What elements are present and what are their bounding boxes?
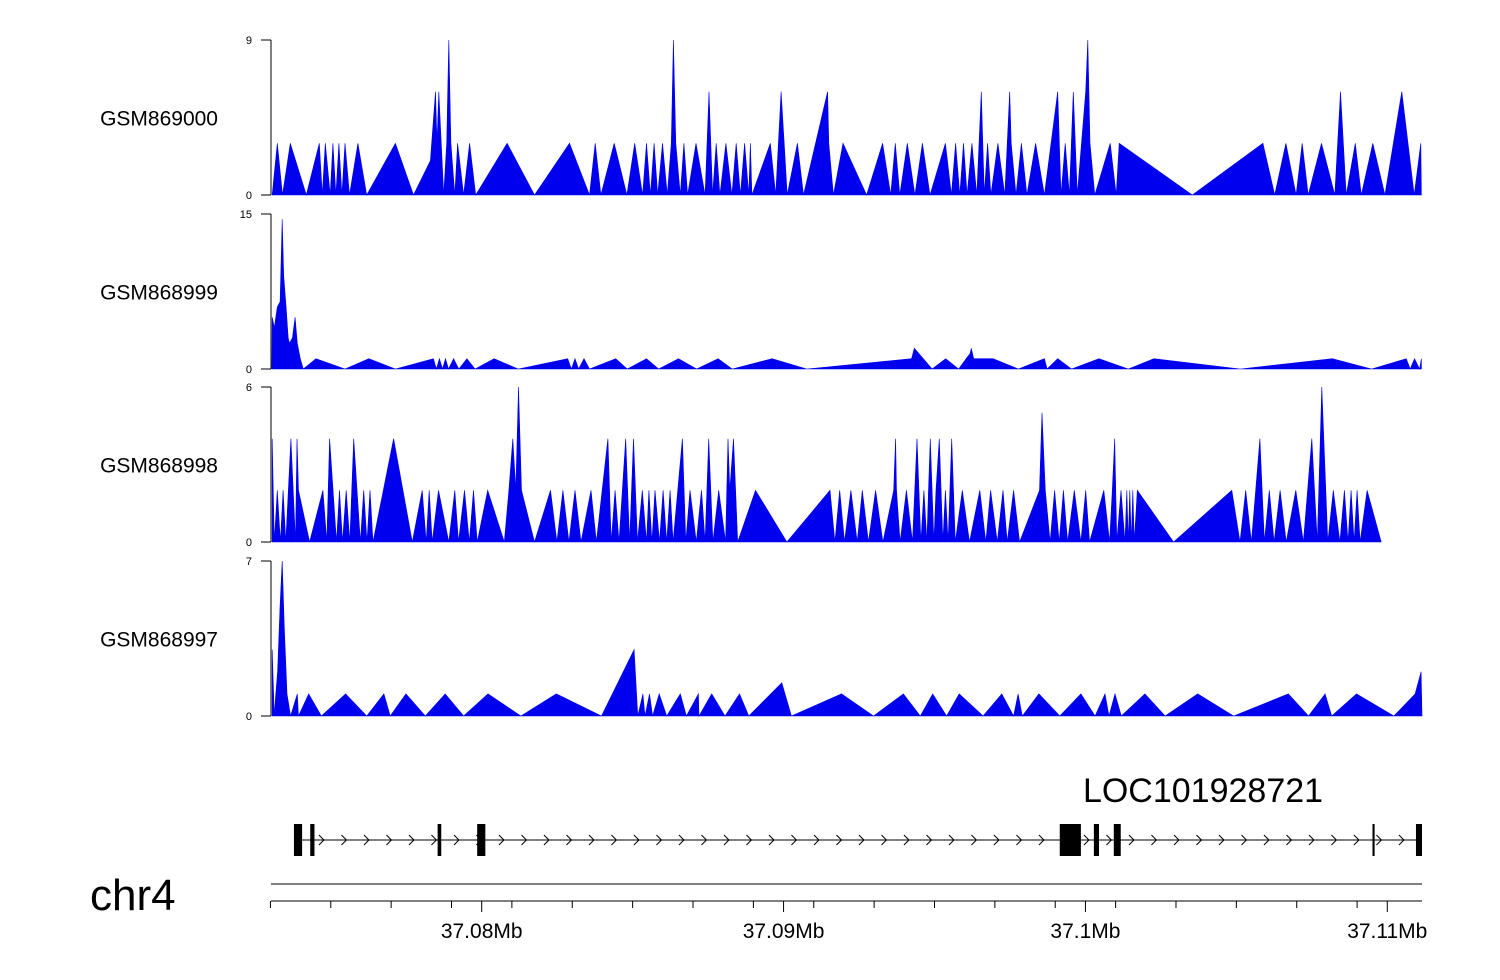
strand-arrow xyxy=(678,834,685,846)
strand-arrow xyxy=(543,834,550,846)
strand-arrow xyxy=(318,834,325,846)
strand-arrow xyxy=(363,834,370,846)
axis-tick-label: 37.08Mb xyxy=(441,920,523,943)
strand-arrow xyxy=(1128,834,1135,846)
y-tick-label-max: 15 xyxy=(240,209,252,221)
strand-arrow xyxy=(1398,834,1405,846)
y-tick-label-min: 0 xyxy=(246,364,252,376)
exon xyxy=(1093,824,1100,856)
track-name: GSM869000 xyxy=(100,108,218,131)
chromosome-label: chr4 xyxy=(90,871,176,920)
exon xyxy=(477,824,486,856)
track-name: GSM868999 xyxy=(100,282,218,305)
gene-track: LOC101928721 xyxy=(293,772,1422,856)
exon xyxy=(1059,824,1081,856)
strand-arrow xyxy=(1196,834,1203,846)
strand-arrow xyxy=(926,834,933,846)
y-tick-label-max: 9 xyxy=(246,35,252,47)
strand-arrow xyxy=(1308,834,1315,846)
track-name: GSM868997 xyxy=(100,629,218,652)
strand-arrow xyxy=(1353,834,1360,846)
y-tick-label-min: 0 xyxy=(246,537,252,549)
strand-arrow xyxy=(1083,834,1090,846)
strand-arrow xyxy=(1241,834,1248,846)
exon xyxy=(293,824,303,856)
strand-arrow xyxy=(566,834,573,846)
strand-arrow xyxy=(858,834,865,846)
axis-tick-label: 37.1Mb xyxy=(1050,920,1120,943)
strand-arrow xyxy=(1218,834,1225,846)
strand-arrow xyxy=(971,834,978,846)
strand-arrow xyxy=(431,834,438,846)
coverage-area xyxy=(271,560,1423,718)
track-1: GSM868999 15 0 xyxy=(100,209,1422,376)
y-tick-label-max: 7 xyxy=(246,556,252,568)
coverage-area xyxy=(271,219,1422,371)
strand-arrow xyxy=(948,834,955,846)
strand-arrow xyxy=(1173,834,1180,846)
strand-arrow xyxy=(993,834,1000,846)
strand-arrow xyxy=(836,834,843,846)
axis-tick-label: 37.11Mb xyxy=(1347,920,1427,943)
strand-arrow xyxy=(588,834,595,846)
exon xyxy=(310,824,315,856)
strand-arrow xyxy=(386,834,393,846)
track-3: GSM868997 7 0 xyxy=(100,556,1423,723)
y-tick-label-max: 6 xyxy=(246,382,252,394)
strand-arrow xyxy=(1263,834,1270,846)
strand-arrow xyxy=(633,834,640,846)
strand-arrow xyxy=(881,834,888,846)
strand-arrow xyxy=(611,834,618,846)
strand-arrow xyxy=(408,834,415,846)
strand-arrow xyxy=(1106,834,1113,846)
strand-arrow xyxy=(903,834,910,846)
track-0: GSM869000 9 0 xyxy=(100,35,1422,202)
coverage-area xyxy=(271,386,1382,544)
y-tick-label-min: 0 xyxy=(246,711,252,723)
track-2: GSM868998 6 0 xyxy=(100,382,1382,549)
strand-arrow xyxy=(453,834,460,846)
strand-arrow xyxy=(723,834,730,846)
exon xyxy=(1415,824,1422,856)
axis-tick-label: 37.09Mb xyxy=(743,920,825,943)
y-tick-label-min: 0 xyxy=(246,190,252,202)
genome-axis: chr4 37.08Mb 37.09Mb 37.1Mb 37.11Mb xyxy=(90,871,1427,943)
strand-arrow xyxy=(1376,834,1383,846)
coverage-tracks: GSM86900090GSM868999150GSM86899860GSM868… xyxy=(100,35,1423,723)
strand-arrow xyxy=(1151,834,1158,846)
strand-arrow xyxy=(521,834,528,846)
strand-arrow xyxy=(701,834,708,846)
strand-arrow xyxy=(1331,834,1338,846)
exon xyxy=(1372,824,1375,856)
strand-arrow xyxy=(341,834,348,846)
strand-arrow xyxy=(1038,834,1045,846)
strand-arrow xyxy=(1016,834,1023,846)
exon xyxy=(437,824,442,856)
track-name: GSM868998 xyxy=(100,455,218,478)
strand-arrow xyxy=(498,834,505,846)
gene-label: LOC101928721 xyxy=(1083,772,1323,810)
coverage-area xyxy=(271,39,1422,197)
strand-arrow xyxy=(768,834,775,846)
strand-arrow xyxy=(813,834,820,846)
strand-arrow xyxy=(746,834,753,846)
exon xyxy=(1113,824,1121,856)
strand-arrow xyxy=(1286,834,1293,846)
strand-arrow xyxy=(656,834,663,846)
strand-arrow xyxy=(791,834,798,846)
